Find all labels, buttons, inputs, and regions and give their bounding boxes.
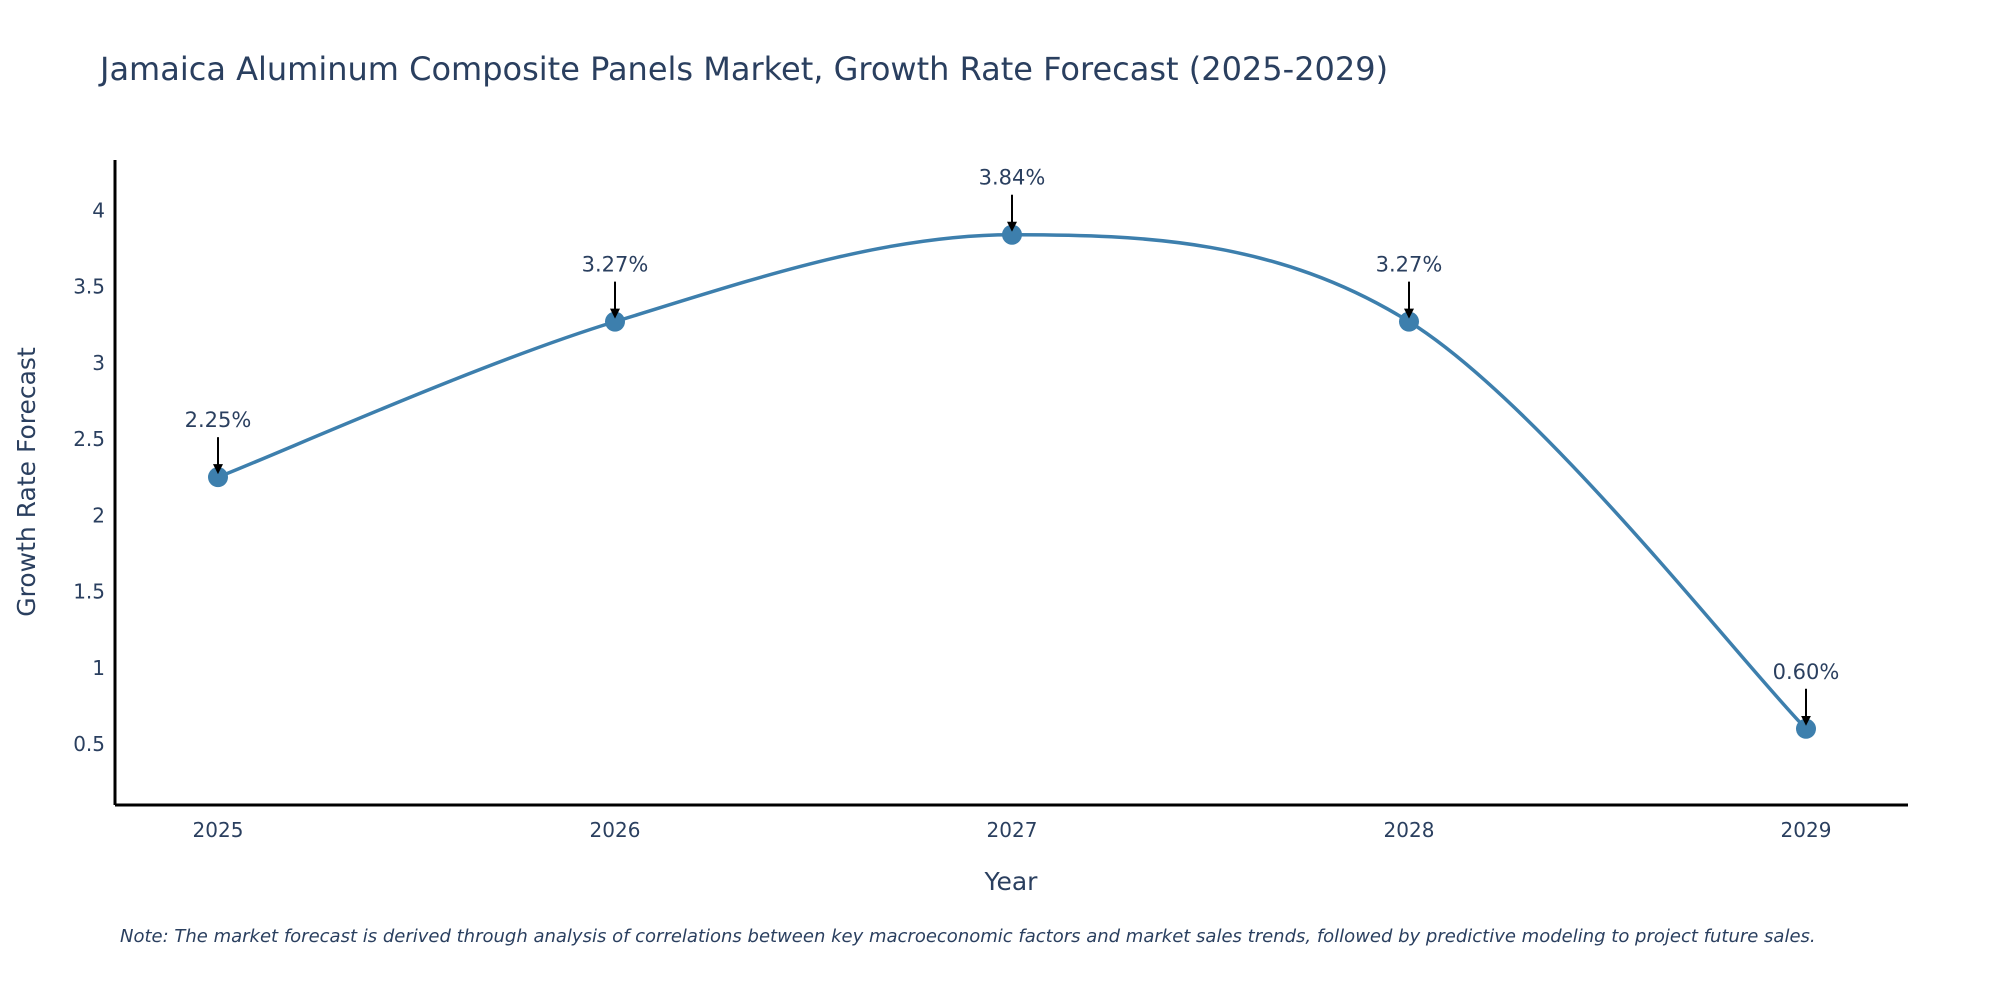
data-label: 0.60% xyxy=(1773,660,1840,684)
y-tick-label: 1 xyxy=(92,656,105,680)
data-point xyxy=(1796,718,1816,739)
y-tick-label: 0.5 xyxy=(73,732,105,756)
y-tick-label: 2.5 xyxy=(73,427,105,451)
x-tick-label: 2027 xyxy=(987,818,1038,842)
x-axis-ticks: 2025 2026 2027 2028 2029 xyxy=(193,818,1832,842)
footnote: Note: The market forecast is derived thr… xyxy=(120,926,1816,947)
y-tick-label: 3.5 xyxy=(73,275,105,299)
y-tick-label: 1.5 xyxy=(73,580,105,604)
y-axis-title: Growth Rate Forecast xyxy=(12,347,41,617)
x-tick-label: 2028 xyxy=(1384,818,1435,842)
data-label: 3.27% xyxy=(582,253,649,277)
data-markers xyxy=(208,224,1816,739)
chart-title: Jamaica Aluminum Composite Panels Market… xyxy=(98,50,1388,88)
data-point xyxy=(208,467,228,488)
data-label: 3.84% xyxy=(979,166,1046,190)
x-tick-label: 2029 xyxy=(1781,818,1832,842)
y-axis-ticks: 0.5 1 1.5 2 2.5 3 3.5 4 xyxy=(73,198,105,756)
data-annotations: 2.25% 3.27% 3.84% 3.27% 0.60% xyxy=(185,166,1840,726)
series-line xyxy=(217,232,1808,730)
data-label: 2.25% xyxy=(185,408,252,432)
x-tick-label: 2026 xyxy=(590,818,641,842)
data-point xyxy=(1399,311,1419,332)
data-label: 3.27% xyxy=(1376,253,1443,277)
x-tick-label: 2025 xyxy=(193,818,244,842)
y-tick-label: 2 xyxy=(92,503,105,527)
y-tick-label: 3 xyxy=(92,351,105,375)
data-point xyxy=(605,311,625,332)
y-tick-label: 4 xyxy=(92,198,105,222)
data-point xyxy=(1002,224,1022,245)
x-axis-title: Year xyxy=(984,867,1039,896)
